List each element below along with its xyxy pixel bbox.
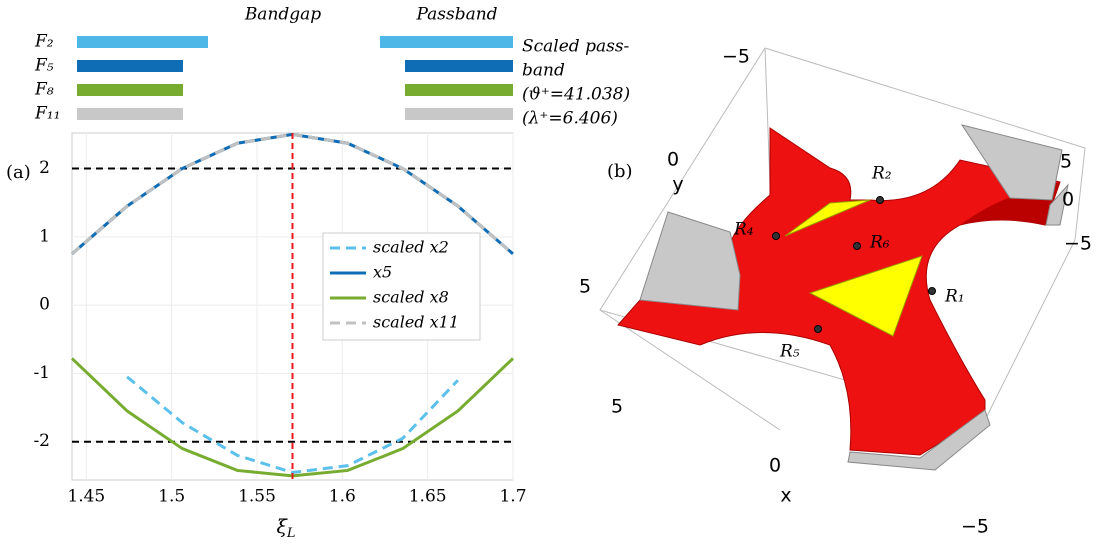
x-tick-label: 1.7 [499,487,526,507]
band-bar [77,60,183,72]
x-axis-label-subscript: L [286,526,296,541]
band-bar [380,36,513,48]
point-marker [877,197,884,204]
point-marker [773,233,780,240]
x-tick-label: 1.45 [67,487,105,507]
y-tick-label: 2 [39,158,50,178]
band-row-label: F₈ [34,80,54,100]
y-tick-label: 0 [39,295,50,315]
y-tick-label: -1 [33,363,50,383]
legend-label: scaled x11 [373,313,459,332]
x-tick-label: 1.6 [329,487,356,507]
z-tick-label: −5 [1064,233,1092,255]
band-bar [77,84,183,96]
point-marker [854,243,861,250]
y-axis-label: y [672,174,683,196]
legend-label: scaled x2 [373,238,449,257]
band-bar [405,108,513,120]
y-tick-label: 5 [579,276,591,298]
page: R₁ R₂ R₄ R₅ R₆ (b) 5 0 −5 x −5 0 5 y 5 0… [0,0,1100,549]
point-label: R₂ [871,164,892,184]
point-marker [815,326,822,333]
z-tick-label: 5 [1060,151,1072,173]
band-bar [405,60,513,72]
y-tick-label: 1 [39,226,50,246]
x-tick-label: 1.65 [409,487,447,507]
panel-label: (a) [6,162,31,183]
band-row-label: F₁₁ [34,104,60,124]
band-row-label: F₅ [34,56,54,76]
passband-label: Passband [415,5,497,25]
point-marker [929,288,936,295]
x-tick-label: 1.55 [238,487,276,507]
band-bar [405,84,513,96]
y-tick-label: −5 [722,46,750,68]
point-label: R₅ [779,342,800,362]
y-tick-label: 0 [667,149,679,171]
grey-pad [640,212,740,310]
point-label: R₆ [869,233,890,253]
legend-label: scaled x8 [373,288,449,307]
x-tick-label: 0 [769,455,781,477]
figure: R₁ R₂ R₄ R₅ R₆ (b) 5 0 −5 x −5 0 5 y 5 0… [0,0,1100,549]
passband-note: (ϑ⁺=41.038) [522,85,630,105]
x-tick-label: 1.5 [158,487,185,507]
band-row-label: F₂ [34,32,54,52]
bandgap-label: Bandgap [244,5,321,25]
panel-label: (b) [607,161,633,182]
z-tick-label: 0 [1062,189,1074,211]
passband-note: Scaled pass- [522,37,630,57]
passband-note: band [522,61,565,81]
point-label: R₄ [733,220,754,240]
point-label: R₁ [944,287,965,307]
passband-note: (λ⁺=6.406) [522,109,618,129]
y-tick-label: -2 [33,431,50,451]
x-tick-label: −5 [961,516,989,538]
x-axis-label: x [780,485,791,507]
x-axis-label: ξL [276,516,295,541]
legend-label: x5 [373,263,392,282]
band-bar [77,108,183,120]
x-tick-label: 5 [611,396,623,418]
band-bar [77,36,208,48]
